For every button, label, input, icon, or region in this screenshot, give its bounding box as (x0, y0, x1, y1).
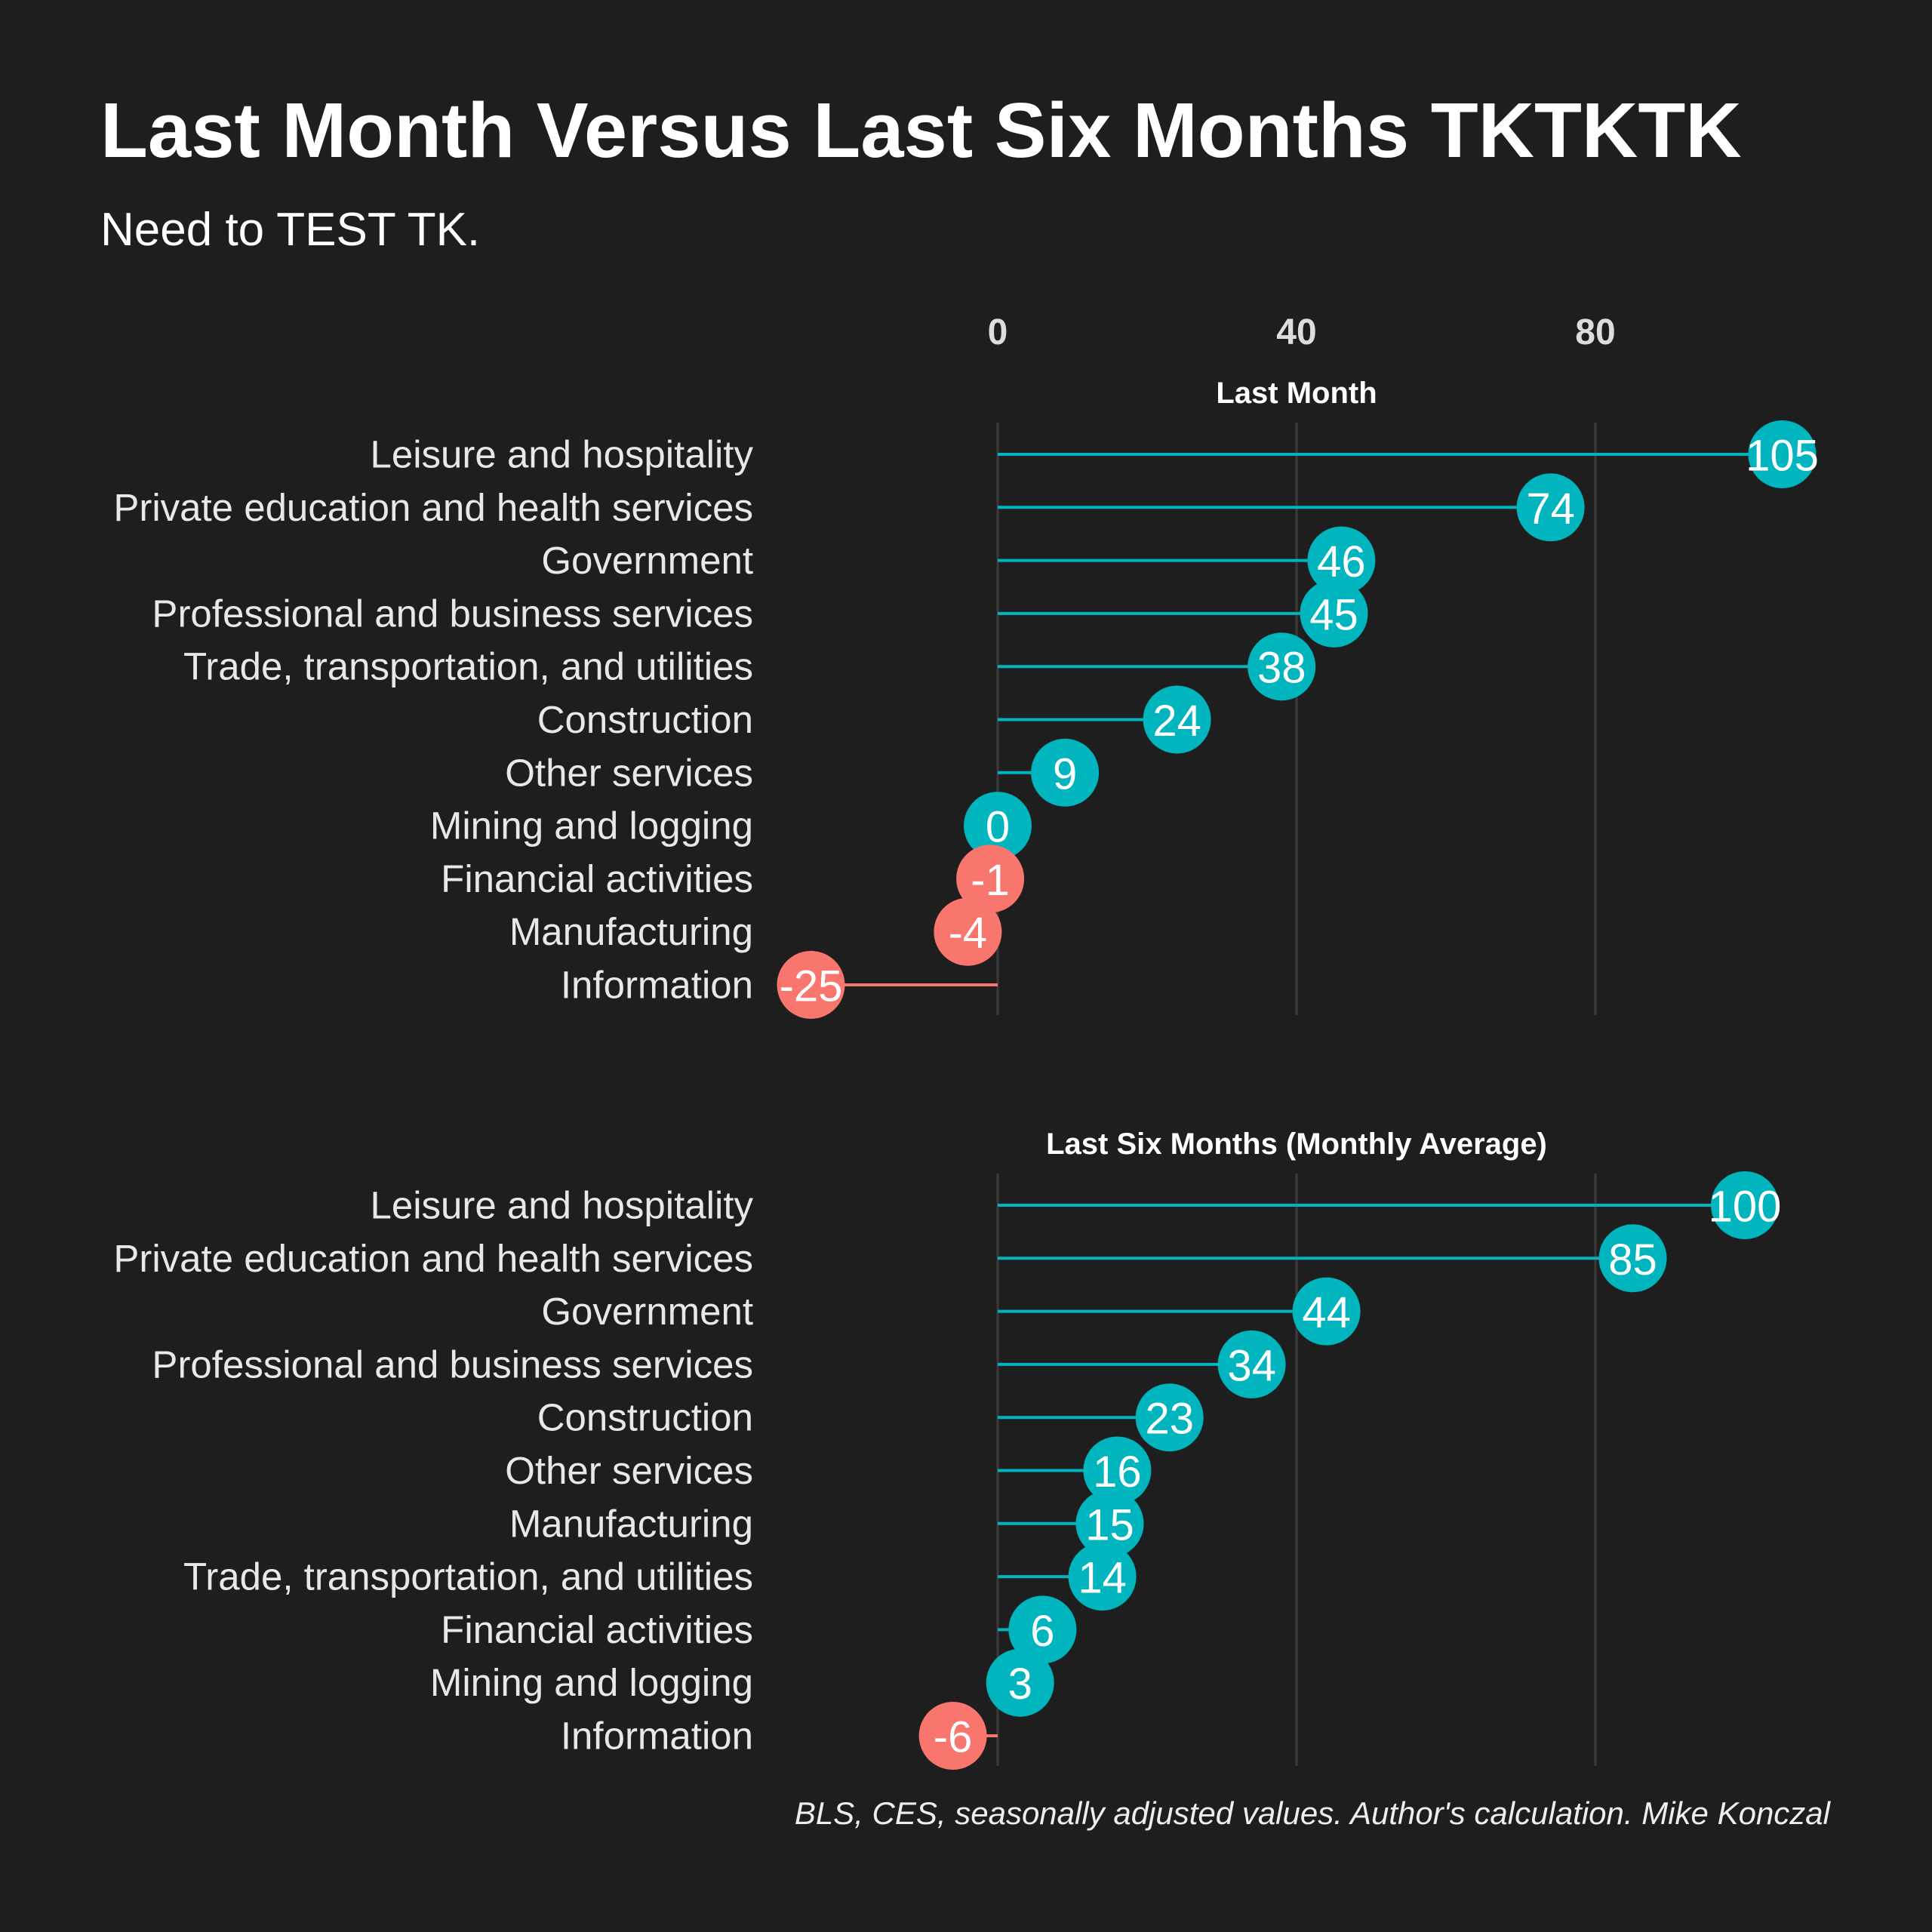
lollipop-dot (1307, 526, 1376, 595)
category-label: Trade, transportation, and utilities (183, 645, 753, 688)
x-tick-label: 40 (1276, 312, 1316, 352)
lollipop-dot (777, 951, 845, 1019)
category-label: Financial activities (441, 1608, 753, 1651)
lollipop-dot (986, 1648, 1054, 1717)
lollipop-dot (1031, 738, 1100, 807)
category-label: Trade, transportation, and utilities (183, 1555, 753, 1598)
lollipop-dot (956, 844, 1025, 913)
category-label: Professional and business services (152, 1343, 753, 1386)
category-label: Other services (505, 1449, 753, 1492)
x-tick-label: 80 (1575, 312, 1615, 352)
x-tick-label: 0 (988, 312, 1008, 352)
value-label: 23 (1145, 1395, 1194, 1444)
lollipop-dot (1598, 1224, 1667, 1293)
panels: Last Month Leisure and hospitality 105 Priv… (113, 377, 1819, 1770)
value-label: 24 (1152, 697, 1201, 746)
value-label: 38 (1257, 644, 1306, 693)
category-label: Mining and logging (430, 804, 753, 848)
value-label: 44 (1302, 1288, 1351, 1337)
lollipop-dot (1068, 1543, 1137, 1611)
lollipop-dot (1217, 1330, 1286, 1398)
value-label: 14 (1078, 1554, 1127, 1603)
panel-1: Last Month Leisure and hospitality 105 Priv… (113, 377, 1819, 1019)
lollipop-dot (1748, 420, 1817, 488)
value-label: 0 (986, 803, 1010, 852)
value-label: 9 (1053, 749, 1077, 798)
category-label: Government (541, 1290, 753, 1333)
category-label: Information (561, 1715, 753, 1758)
value-label: 16 (1093, 1447, 1142, 1497)
lollipop-dot (1516, 473, 1585, 542)
x-axis-ticks: 0 40 80 (988, 312, 1616, 352)
lollipop-dot (1247, 632, 1316, 701)
lollipop-dot (1008, 1595, 1077, 1664)
lollipop-dot (934, 897, 1002, 966)
category-label: Information (561, 964, 753, 1007)
category-label: Leisure and hospitality (371, 1184, 754, 1227)
category-label: Private education and health services (113, 486, 753, 529)
panel-label: Last Month (1216, 377, 1377, 410)
category-label: Mining and logging (430, 1661, 753, 1704)
lollipop-dot (964, 792, 1032, 860)
value-label: 6 (1030, 1607, 1054, 1656)
value-label: 74 (1526, 485, 1575, 534)
value-label: 45 (1309, 590, 1358, 639)
lollipop-dot (1300, 579, 1368, 648)
value-label: 105 (1746, 432, 1819, 481)
chart-subtitle: Need to TEST TK. (100, 204, 480, 256)
category-label: Manufacturing (509, 910, 753, 953)
category-label: Professional and business services (152, 592, 753, 635)
chart-title: Last Month Versus Last Six Months TKTKTK (100, 87, 1742, 174)
value-label: -25 (780, 962, 843, 1011)
value-label: 3 (1008, 1660, 1032, 1709)
value-label: 15 (1085, 1500, 1134, 1549)
value-label: 34 (1227, 1341, 1276, 1390)
lollipop-dot (918, 1702, 987, 1770)
value-label: 85 (1608, 1235, 1657, 1284)
value-label: -4 (949, 909, 988, 958)
category-label: Construction (537, 1396, 753, 1439)
panel-label: Last Six Months (Monthly Average) (1046, 1128, 1547, 1161)
chart-caption: BLS, CES, seasonally adjusted values. Au… (795, 1795, 1832, 1831)
value-label: 46 (1317, 537, 1366, 586)
value-label: 100 (1709, 1183, 1782, 1232)
category-label: Private education and health services (113, 1237, 753, 1280)
lollipop-dot (1075, 1489, 1144, 1558)
category-label: Government (541, 539, 753, 582)
lollipop-dot (1135, 1383, 1204, 1452)
value-label: -6 (934, 1713, 973, 1762)
panel-2: Last Six Months (Monthly Average) Leisure… (113, 1128, 1781, 1770)
category-label: Other services (505, 751, 753, 794)
category-label: Construction (537, 698, 753, 741)
lollipop-dot (1083, 1436, 1152, 1505)
value-label: -1 (971, 856, 1010, 905)
lollipop-dot (1292, 1277, 1361, 1346)
category-label: Leisure and hospitality (371, 433, 754, 476)
category-label: Financial activities (441, 857, 753, 900)
category-label: Manufacturing (509, 1502, 753, 1545)
lollipop-dot (1143, 685, 1211, 754)
lollipop-dot (1711, 1171, 1779, 1239)
